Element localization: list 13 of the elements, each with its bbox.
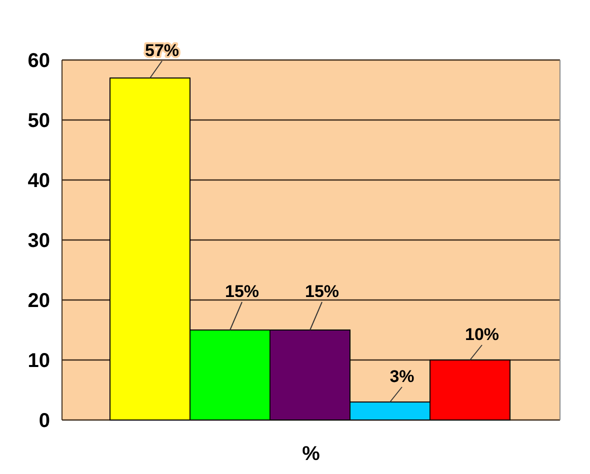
data-label: 15%	[304, 282, 340, 301]
data-label: 57%	[144, 41, 180, 60]
y-tick-label: 20	[28, 290, 50, 312]
y-tick-label: 40	[28, 170, 50, 192]
y-tick-label: 30	[28, 230, 50, 252]
data-label: 3%	[390, 367, 414, 386]
y-tick-label: 50	[28, 110, 50, 132]
y-tick-label: 0	[38, 410, 50, 432]
data-label: 10%	[464, 325, 500, 344]
y-tick-label: 60	[28, 50, 50, 72]
data-label: 15%	[224, 282, 260, 301]
y-tick-label: 10	[28, 350, 50, 372]
x-axis-title: %	[302, 443, 320, 465]
